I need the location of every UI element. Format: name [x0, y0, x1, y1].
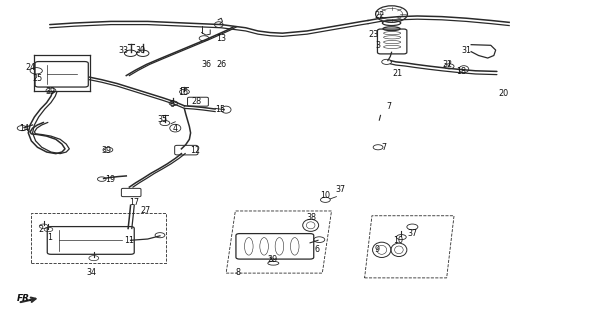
Bar [31, 213, 166, 263]
Text: 10: 10 [321, 191, 330, 200]
Text: 1: 1 [47, 233, 52, 242]
Text: 36: 36 [201, 60, 212, 69]
Text: 33: 33 [119, 45, 128, 55]
Text: 27: 27 [140, 206, 150, 215]
Text: 38: 38 [307, 213, 317, 222]
Text: 30: 30 [135, 45, 146, 55]
Text: 4: 4 [172, 124, 177, 133]
Text: 12: 12 [190, 146, 201, 155]
Text: 13: 13 [216, 35, 226, 44]
Text: 32: 32 [443, 60, 453, 69]
Text: 8: 8 [236, 268, 241, 277]
Text: 14: 14 [19, 124, 29, 132]
Text: 18: 18 [456, 67, 467, 76]
Text: 11: 11 [125, 236, 134, 245]
Text: 37: 37 [407, 229, 418, 238]
Text: 28: 28 [192, 97, 202, 106]
Text: 37: 37 [335, 185, 345, 194]
Text: 35: 35 [157, 115, 168, 124]
Text: 39: 39 [46, 87, 56, 96]
Text: 2: 2 [38, 225, 43, 234]
Text: 22: 22 [374, 11, 384, 20]
Text: 10: 10 [393, 236, 403, 245]
Text: 31: 31 [461, 45, 472, 55]
Text: 24: 24 [25, 63, 35, 72]
Text: 25: 25 [33, 74, 42, 83]
Text: 9: 9 [375, 245, 379, 254]
Text: 20: 20 [498, 89, 508, 98]
Text: 26: 26 [216, 60, 227, 69]
Text: 39: 39 [101, 146, 111, 155]
Text: 19: 19 [104, 175, 115, 184]
Text: 17: 17 [129, 197, 139, 206]
Text: 15: 15 [215, 105, 225, 114]
Text: 7: 7 [382, 143, 387, 152]
Text: 23: 23 [368, 30, 378, 39]
Text: 7: 7 [386, 102, 391, 111]
Text: 34: 34 [87, 268, 96, 277]
Text: 29: 29 [268, 255, 278, 264]
Text: 3: 3 [376, 41, 381, 51]
Text: 21: 21 [392, 69, 403, 78]
Text: 6: 6 [314, 245, 319, 254]
Text: 6: 6 [169, 100, 175, 109]
Text: 16: 16 [178, 88, 188, 97]
Text: FR.: FR. [17, 294, 33, 303]
